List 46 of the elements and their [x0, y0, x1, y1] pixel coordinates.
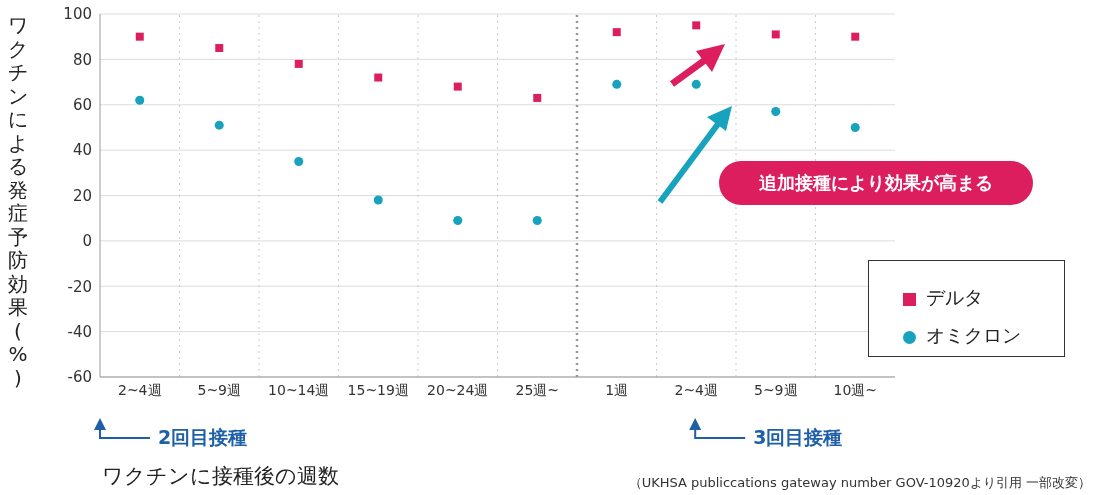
point — [691, 79, 701, 89]
point — [214, 120, 224, 130]
point — [453, 215, 463, 225]
point — [135, 95, 145, 105]
x-axis-title: ワクチンに接種後の週数 — [102, 463, 339, 490]
point — [850, 122, 860, 132]
point — [771, 107, 781, 117]
point — [294, 156, 304, 166]
point — [533, 93, 542, 102]
y-tick-label: -60 — [67, 368, 92, 387]
point — [374, 73, 383, 82]
legend-label: オミクロン — [926, 324, 1021, 346]
point — [692, 21, 701, 30]
legend-label: デルタ — [926, 286, 983, 308]
x-tick-label: 5~9週 — [753, 381, 798, 398]
text: ワクチンによる発症予防効果(%) — [8, 13, 28, 390]
text: 3回目接種 — [753, 425, 843, 450]
text: 2回目接種 — [158, 425, 248, 450]
text: （UKHSA publiccations gateway number GOV-10920より引用 一部改変） — [628, 474, 1091, 492]
y-tick-label: -20 — [67, 277, 92, 296]
y-tick-label: 60 — [72, 96, 92, 115]
point — [612, 79, 622, 89]
point — [215, 44, 224, 53]
point — [453, 82, 462, 91]
point — [612, 28, 621, 37]
point — [294, 59, 303, 68]
x-tick-label: 20~24週 — [427, 381, 489, 398]
x-tick-label: 15~19週 — [347, 381, 409, 398]
y-tick-label: 0 — [82, 232, 92, 251]
point — [771, 30, 780, 39]
y-tick-label: 100 — [63, 5, 92, 24]
y-tick-label: 80 — [72, 50, 92, 69]
y-tick-label: 20 — [72, 186, 92, 205]
y-tick-label: 40 — [72, 141, 92, 160]
point — [373, 195, 383, 205]
x-tick-label: 5~9週 — [197, 381, 242, 398]
x-tick-label: 2~4週 — [117, 381, 162, 398]
point — [135, 32, 144, 41]
x-tick-label: 25週~ — [515, 381, 560, 398]
x-tick-label: 10~14週 — [268, 381, 330, 398]
point — [851, 32, 860, 41]
x-tick-label: 2~4週 — [674, 381, 719, 398]
x-tick-label: 1週 — [605, 381, 629, 398]
x-tick-label: 10週~ — [833, 381, 878, 398]
y-tick-label: -40 — [67, 322, 92, 341]
point — [532, 215, 542, 225]
